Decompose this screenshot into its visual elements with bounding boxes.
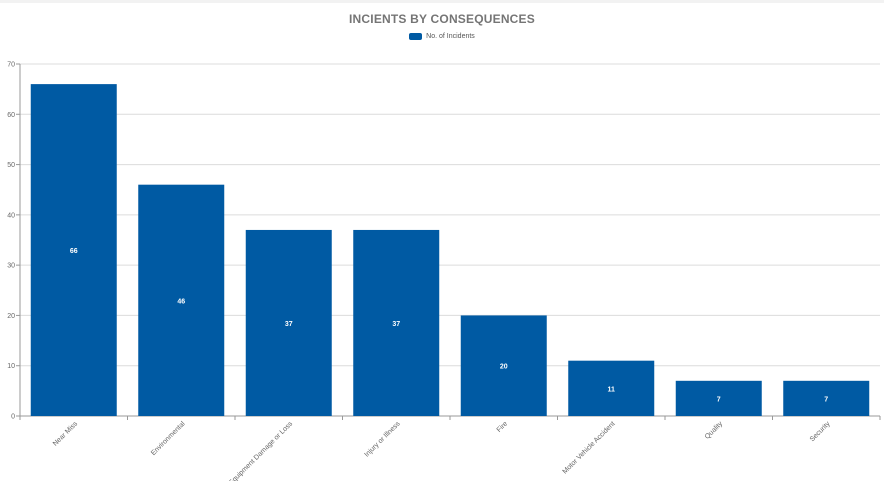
legend[interactable]: No. of Incidents <box>0 33 884 40</box>
bar <box>245 229 332 416</box>
bar <box>783 380 870 416</box>
x-tick-label: Security <box>809 420 832 443</box>
legend-label: No. of Incidents <box>426 33 475 40</box>
y-tick-label: 30 <box>7 263 15 270</box>
y-tick-label: 50 <box>7 162 15 169</box>
y-tick-label: 60 <box>7 112 15 119</box>
bar <box>675 380 762 416</box>
data-label: 46 <box>177 298 185 305</box>
data-label: 7 <box>717 396 721 403</box>
chart-title: INCIENTS BY CONSEQUENCES <box>349 12 535 26</box>
legend-swatch <box>409 33 423 40</box>
bar <box>460 315 547 416</box>
x-tick-label: Quality <box>704 420 725 441</box>
y-tick-label: 40 <box>7 212 15 219</box>
data-label: 66 <box>70 248 78 255</box>
y-tick-label: 0 <box>11 414 15 421</box>
x-tick-label: Environmental <box>150 420 187 457</box>
x-tick-label: Fire <box>496 420 510 434</box>
data-label: 37 <box>392 321 400 328</box>
y-tick-label: 20 <box>7 313 15 320</box>
bar <box>30 84 117 416</box>
data-label: 20 <box>500 364 508 371</box>
data-label: 11 <box>608 386 616 393</box>
top-strip <box>0 0 884 3</box>
bar <box>353 229 440 416</box>
x-tick-label: Motor Vehicle Accident <box>562 420 617 475</box>
data-label: 37 <box>285 321 293 328</box>
x-tick-label: Equipment Damage or Loss <box>228 420 295 481</box>
y-tick-label: 10 <box>7 363 15 370</box>
x-tick-label: Injury or Illness <box>363 420 402 459</box>
data-label: 7 <box>824 396 828 403</box>
bar <box>568 360 655 416</box>
bar <box>138 184 225 416</box>
y-tick-label: 70 <box>7 62 15 69</box>
x-tick-label: Near Miss <box>52 420 80 448</box>
